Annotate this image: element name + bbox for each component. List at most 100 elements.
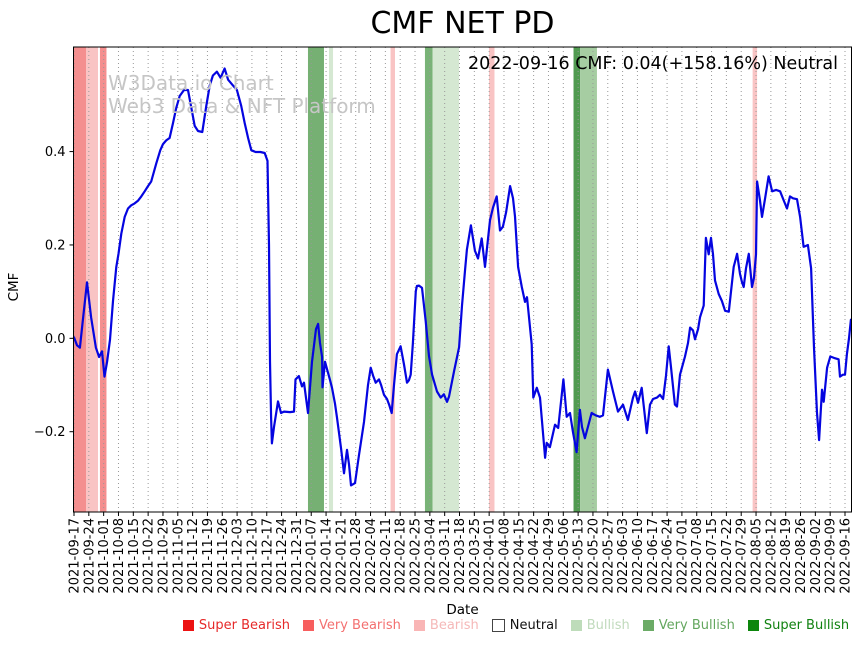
x-tick-label-2022-07-08: 2022-07-08: [690, 518, 705, 594]
x-tick-label-2021-10-01: 2021-10-01: [97, 518, 112, 594]
sentiment-band-very-bullish-9: [573, 47, 581, 512]
watermark: W3Data.io Chart Web3 Data & NFT Platform: [108, 72, 376, 118]
legend: Super Bearish Very Bearish Bearish Neutral B…: [170, 618, 862, 633]
x-tick-label-2021-11-26: 2021-11-26: [216, 518, 231, 594]
y-tick-label-−0.2: −0.2: [34, 425, 66, 440]
x-tick-label-2021-12-10: 2021-12-10: [245, 518, 260, 594]
x-tick-label-2022-04-08: 2022-04-08: [497, 518, 512, 594]
x-tick-label-2022-07-15: 2022-07-15: [705, 518, 720, 594]
x-tick-label-2021-11-19: 2021-11-19: [201, 518, 216, 594]
x-tick-label-2022-09-09: 2022-09-09: [824, 518, 839, 594]
x-tick-label-2022-03-04: 2022-03-04: [423, 518, 438, 594]
legend-item-bullish: Bullish: [570, 618, 630, 633]
sentiment-band-very-bearish-0: [73, 47, 87, 512]
x-tick-label-2022-07-22: 2022-07-22: [720, 518, 735, 594]
x-tick-label-2022-03-25: 2022-03-25: [468, 518, 483, 594]
x-tick-label-2022-02-18: 2022-02-18: [394, 518, 409, 594]
x-tick-label-2022-06-17: 2022-06-17: [646, 518, 661, 594]
x-tick-label-2022-02-11: 2022-02-11: [379, 518, 394, 594]
x-tick-label-2022-06-03: 2022-06-03: [616, 518, 631, 594]
x-tick-label-2021-11-05: 2021-11-05: [171, 518, 186, 594]
legend-label-super-bullish: Super Bullish: [763, 618, 850, 633]
legend-item-super-bullish: Super Bullish: [747, 618, 850, 633]
legend-item-super-bearish: Super Bearish: [182, 618, 290, 633]
x-tick-label-2022-09-16: 2022-09-16: [839, 518, 854, 594]
legend-item-neutral: Neutral: [491, 618, 558, 633]
x-tick-label-2022-09-02: 2022-09-02: [809, 518, 824, 594]
x-tick-label-2022-07-01: 2022-07-01: [675, 518, 690, 594]
sentiment-band-very-bullish-6: [424, 47, 433, 512]
sentiment-band-bearish-8: [489, 47, 495, 512]
x-tick-label-2022-02-25: 2022-02-25: [409, 518, 424, 594]
x-tick-label-2021-12-03: 2021-12-03: [231, 518, 246, 594]
x-tick-label-2022-08-19: 2022-08-19: [779, 518, 794, 594]
x-tick-label-2022-02-04: 2022-02-04: [364, 518, 379, 594]
legend-item-bearish: Bearish: [413, 618, 479, 633]
x-tick-label-2021-12-24: 2021-12-24: [275, 518, 290, 594]
x-tick-label-2022-06-10: 2022-06-10: [631, 518, 646, 594]
x-tick-label-2022-03-11: 2022-03-11: [438, 518, 453, 594]
x-tick-label-2021-10-15: 2021-10-15: [127, 518, 142, 594]
x-tick-label-2021-09-17: 2021-09-17: [68, 518, 83, 594]
x-tick-label-2022-04-01: 2022-04-01: [483, 518, 498, 594]
legend-label-bullish: Bullish: [586, 618, 630, 633]
legend-swatch-very-bullish: [642, 620, 654, 631]
x-tick-label-2022-04-15: 2022-04-15: [512, 518, 527, 594]
sentiment-band-very-bullish-10: [580, 47, 597, 512]
x-tick-label-2022-01-21: 2022-01-21: [334, 518, 349, 594]
x-tick-label-2022-01-28: 2022-01-28: [349, 518, 364, 594]
legend-swatch-bearish: [413, 620, 425, 631]
watermark-line2: Web3 Data & NFT Platform: [108, 94, 376, 118]
x-axis-title: Date: [446, 602, 479, 618]
sentiment-band-bullish-7: [432, 47, 460, 512]
y-tick-label-0.0: 0.0: [45, 332, 66, 347]
x-tick-label-2022-08-12: 2022-08-12: [764, 518, 779, 594]
sentiment-band-bearish-11: [752, 47, 758, 512]
x-tick-label-2021-12-17: 2021-12-17: [260, 518, 275, 594]
x-tick-label-2022-08-05: 2022-08-05: [750, 518, 765, 594]
legend-label-super-bearish: Super Bearish: [198, 618, 290, 633]
sentiment-band-bearish-1: [86, 47, 99, 512]
y-tick-label-0.4: 0.4: [45, 145, 66, 160]
x-tick-label-2022-05-20: 2022-05-20: [586, 518, 601, 594]
sentiment-band-bearish-5: [390, 47, 396, 512]
x-tick-label-2021-09-24: 2021-09-24: [82, 518, 97, 594]
x-tick-label-2022-05-06: 2022-05-06: [557, 518, 572, 594]
x-tick-label-2022-03-18: 2022-03-18: [453, 518, 468, 594]
x-tick-label-2022-05-13: 2022-05-13: [572, 518, 587, 594]
cmf-line: [72, 67, 852, 487]
x-tick-label-2022-01-14: 2022-01-14: [320, 518, 335, 594]
y-axis-title: CMF: [6, 272, 22, 302]
x-tick-label-2022-01-07: 2022-01-07: [305, 518, 320, 594]
legend-swatch-bullish: [570, 620, 582, 631]
legend-label-bearish: Bearish: [429, 618, 479, 633]
legend-swatch-very-bearish: [303, 620, 314, 631]
legend-swatch-neutral: [491, 619, 505, 632]
x-tick-label-2021-12-31: 2021-12-31: [290, 518, 305, 594]
x-tick-label-2022-06-24: 2022-06-24: [661, 518, 676, 594]
legend-swatch-super-bullish: [747, 620, 759, 631]
legend-label-very-bullish: Very Bullish: [658, 618, 735, 633]
legend-swatch-super-bearish: [182, 620, 194, 631]
latest-cmf-annotation: 2022-09-16 CMF: 0.04(+158.16%) Neutral: [467, 54, 838, 74]
sentiment-band-bullish-4: [329, 47, 334, 512]
sentiment-band-very-bullish-3: [307, 47, 324, 512]
legend-item-very-bearish: Very Bearish: [303, 618, 401, 633]
legend-label-neutral: Neutral: [509, 618, 558, 633]
x-tick-label-2022-08-26: 2022-08-26: [794, 518, 809, 594]
legend-item-very-bullish: Very Bullish: [642, 618, 735, 633]
plot-border: [73, 46, 852, 513]
y-tick-label-0.2: 0.2: [45, 238, 66, 253]
x-tick-label-2022-04-29: 2022-04-29: [542, 518, 557, 594]
chart-title: CMF NET PD: [370, 6, 555, 41]
legend-label-very-bearish: Very Bearish: [319, 618, 401, 633]
x-tick-label-2022-05-27: 2022-05-27: [601, 518, 616, 594]
x-tick-label-2022-04-22: 2022-04-22: [527, 518, 542, 594]
watermark-line1: W3Data.io Chart: [108, 71, 274, 95]
x-tick-label-2021-11-12: 2021-11-12: [186, 518, 201, 594]
x-tick-label-2021-10-08: 2021-10-08: [112, 518, 127, 594]
x-tick-label-2021-10-29: 2021-10-29: [156, 518, 171, 594]
x-tick-label-2022-07-29: 2022-07-29: [735, 518, 750, 594]
